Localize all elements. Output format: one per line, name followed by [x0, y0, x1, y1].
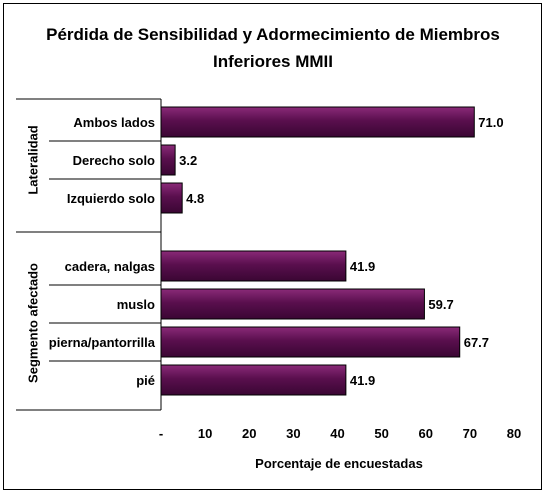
category-label: muslo: [117, 297, 155, 312]
chart-title-line-2: Inferiores MMII: [213, 52, 333, 71]
bar: [160, 106, 475, 138]
x-tick-label: 10: [198, 426, 212, 441]
data-label: 41.9: [350, 373, 375, 388]
data-label: 41.9: [350, 259, 375, 274]
bar: [160, 250, 347, 282]
category-label: cadera, nalgas: [65, 259, 155, 274]
data-label: 67.7: [464, 335, 489, 350]
data-label: 71.0: [478, 115, 503, 130]
group-label: Lateralidad: [26, 125, 41, 194]
x-tick-label: 40: [330, 426, 344, 441]
bar: [160, 144, 176, 176]
x-tick-label: 50: [374, 426, 388, 441]
x-tick-label: 70: [463, 426, 477, 441]
category-label: Derecho solo: [73, 153, 155, 168]
x-tick-label: 20: [242, 426, 256, 441]
group-label: Segmento afectado: [26, 263, 41, 383]
category-label: pierna/pantorrilla: [49, 335, 156, 350]
chart-frame: Pérdida de Sensibilidad y Adormecimiento…: [3, 3, 542, 490]
category-label: Ambos lados: [73, 115, 155, 130]
category-label: pié: [136, 373, 155, 388]
x-tick-label: 30: [286, 426, 300, 441]
data-label: 3.2: [179, 153, 197, 168]
bar: [160, 288, 425, 320]
bar: [160, 182, 183, 214]
bar: [160, 364, 347, 396]
category-label: Izquierdo solo: [67, 191, 155, 206]
x-axis-label: Porcentaje de encuestadas: [255, 456, 423, 471]
data-label: 59.7: [428, 297, 453, 312]
x-tick-label: 60: [419, 426, 433, 441]
data-label: 4.8: [186, 191, 204, 206]
x-tick-label: 80: [507, 426, 521, 441]
bar-chart: Pérdida de Sensibilidad y Adormecimiento…: [16, 25, 521, 471]
chart-title-line-1: Pérdida de Sensibilidad y Adormecimiento…: [46, 25, 500, 44]
bar: [160, 326, 461, 358]
x-tick-label: -: [159, 426, 163, 441]
